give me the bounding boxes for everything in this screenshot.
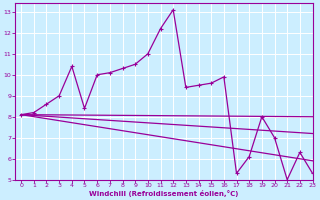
X-axis label: Windchill (Refroidissement éolien,°C): Windchill (Refroidissement éolien,°C) — [89, 190, 238, 197]
